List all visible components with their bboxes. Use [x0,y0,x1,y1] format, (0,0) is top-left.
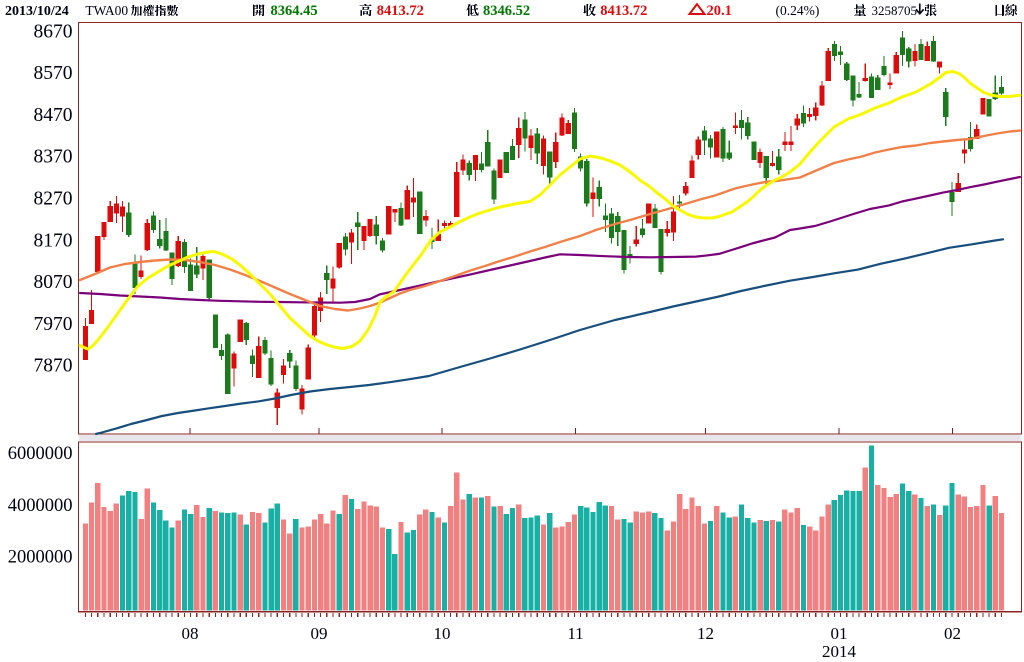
svg-text:7870: 7870 [34,356,73,377]
svg-text:6000000: 6000000 [8,444,73,464]
svg-text:2000000: 2000000 [8,548,73,568]
svg-text:08: 08 [182,624,199,643]
svg-text:8270: 8270 [34,189,73,210]
svg-text:01: 01 [831,624,848,643]
svg-text:8346.52: 8346.52 [483,3,530,19]
svg-text:12: 12 [697,624,714,643]
svg-text:09: 09 [311,624,328,643]
svg-text:2013/10/24: 2013/10/24 [5,4,69,19]
svg-text:3258705: 3258705 [872,3,918,18]
svg-text:02: 02 [944,624,961,643]
svg-text:8370: 8370 [34,147,73,168]
svg-text:8070: 8070 [34,272,73,293]
svg-text:8413.72: 8413.72 [600,3,647,19]
svg-text:8570: 8570 [34,63,73,84]
svg-text:20.1: 20.1 [707,3,732,19]
svg-text:TWA00: TWA00 [85,3,128,18]
svg-text:4000000: 4000000 [8,496,73,516]
svg-text:8670: 8670 [34,21,73,42]
svg-text:11: 11 [567,624,583,643]
svg-text:8364.45: 8364.45 [271,3,318,19]
svg-text:8170: 8170 [34,230,73,251]
svg-text:10: 10 [434,624,451,643]
svg-text:2014: 2014 [822,642,857,661]
svg-text:8470: 8470 [34,105,73,126]
svg-text:8413.72: 8413.72 [377,3,424,19]
svg-text:(0.24%): (0.24%) [776,3,820,18]
svg-text:7970: 7970 [34,314,73,335]
